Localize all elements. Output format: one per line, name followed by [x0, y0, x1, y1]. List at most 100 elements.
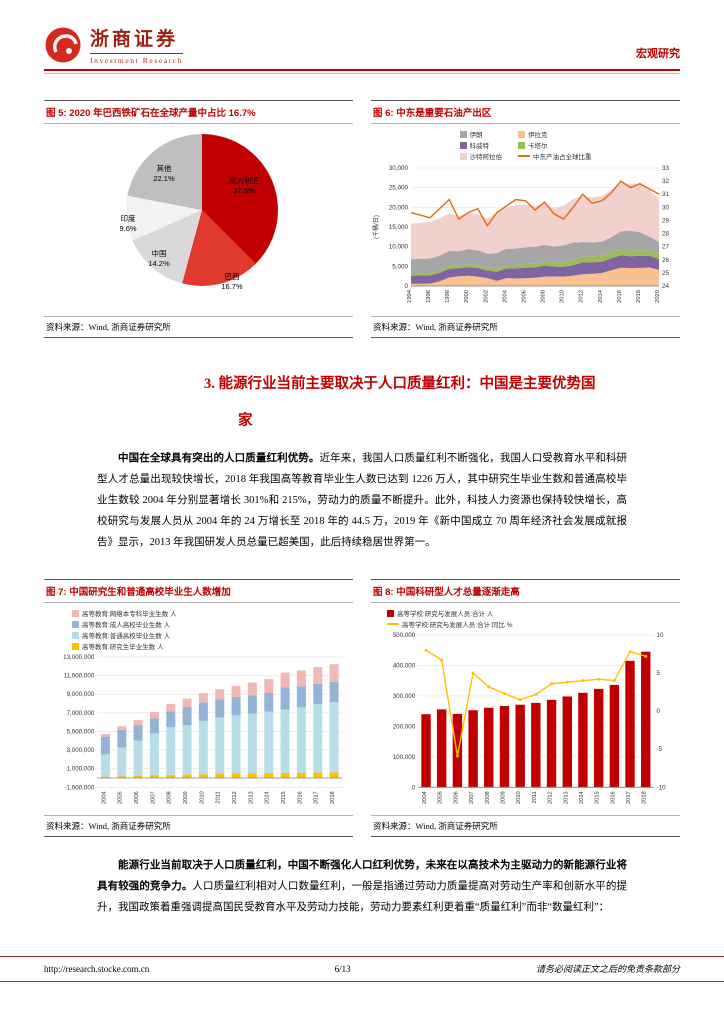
brand-subtitle: Investment Research: [90, 53, 184, 65]
svg-text:29: 29: [662, 217, 670, 224]
pie-slice-label: 澳大利亚 37.5%: [229, 176, 259, 195]
svg-text:2015: 2015: [595, 791, 601, 804]
svg-text:3,000,000: 3,000,000: [67, 747, 95, 754]
legend-item: 沙特阿拉伯: [459, 151, 502, 161]
svg-text:2013: 2013: [563, 791, 569, 804]
svg-text:2012: 2012: [579, 290, 585, 303]
legend-item: 卡塔尔: [518, 140, 592, 150]
svg-text:300,000: 300,000: [393, 693, 416, 700]
svg-text:2004: 2004: [101, 790, 107, 804]
section-heading: 3. 能源行业当前主要取决于人口质量红利：中国是主要优势国 家: [44, 372, 680, 430]
figure-8-source: 资料来源：Wind, 浙商证券研究所: [371, 815, 680, 837]
legend-swatch: [387, 609, 394, 617]
legend-swatch: [72, 631, 79, 639]
svg-text:200,000: 200,000: [393, 723, 416, 730]
closing-paragraph: 能源行业当前取决于人口质量红利，中国不断强化人口红利优势，未来在以高技术为主驱动…: [97, 855, 627, 918]
footer-url[interactable]: http://research.stocke.com.cn: [44, 963, 150, 974]
svg-text:1994: 1994: [407, 289, 413, 303]
figure-5-title: 图 5: 2020 年巴西铁矿石在全球产量中占比 16.7%: [44, 100, 353, 124]
svg-text:2005: 2005: [118, 791, 124, 804]
svg-text:5,000: 5,000: [392, 263, 408, 270]
legend-swatch: [518, 141, 525, 149]
chart-legend: 伊朗 科威特 沙特阿拉伯 伊拉克 卡塔尔 中东产油占全球比重: [371, 124, 680, 163]
svg-text:1996: 1996: [426, 290, 432, 303]
svg-text:2018: 2018: [636, 290, 642, 303]
figure-7: 图 7: 中国研究生和普通高校毕业生人数增加 高等教育:网络本专科毕业生数 人高…: [44, 579, 353, 837]
legend-item: 高等教育:普通高校毕业生数 人: [72, 630, 353, 640]
svg-text:30: 30: [662, 204, 670, 211]
svg-text:1,000,000: 1,000,000: [67, 766, 95, 773]
bar-line-chart-svg: 0 100,000 200,000 300,000 400,000 500,000 -10 -…: [393, 632, 667, 804]
closing-rest: 人口质量红利相对人口数量红利，一般是指通过劳动力质量提高对劳动生产率和创新水平的…: [97, 881, 628, 913]
legend-swatch: [387, 623, 399, 625]
legend-item: 伊拉克: [518, 129, 592, 139]
svg-text:2017: 2017: [314, 791, 320, 804]
svg-text:-10: -10: [657, 784, 667, 791]
svg-text:2009: 2009: [500, 791, 506, 804]
svg-text:31: 31: [662, 191, 670, 198]
pie-slice-label: 印度 9.6%: [119, 214, 137, 233]
bar-line-chart: 高等学校:研究与发展人员:合计 人高等学校:研究与发展人员:合计:同比 % 0 10…: [371, 603, 680, 815]
svg-text:2009: 2009: [183, 791, 189, 804]
svg-text:0: 0: [404, 283, 408, 290]
brand-logo: [45, 27, 81, 62]
svg-text:2007: 2007: [469, 791, 475, 804]
pie-slice-label: 其他 22.1%: [153, 164, 175, 183]
legend-swatch: [72, 609, 79, 617]
legend-item: 伊朗: [459, 129, 503, 139]
figure-5-source: 资料来源：Wind, 浙商证券研究所: [44, 316, 353, 338]
svg-text:2015: 2015: [281, 791, 287, 804]
svg-text:2020: 2020: [655, 290, 661, 303]
svg-text:2008: 2008: [485, 791, 491, 804]
svg-text:2006: 2006: [521, 290, 527, 303]
figure-6: 图 6: 中东是重要石油产出区 伊朗 科威特 沙特阿拉伯 伊拉克 卡塔尔 中东产油占全球比…: [371, 100, 680, 338]
svg-text:2012: 2012: [548, 791, 554, 804]
page-header: 浙商证券 Investment Research 宏观研究: [0, 0, 724, 65]
svg-text:7,000,000: 7,000,000: [67, 710, 95, 717]
svg-text:11,000,000: 11,000,000: [64, 673, 95, 680]
svg-text:2018: 2018: [642, 791, 648, 804]
svg-text:2010: 2010: [516, 791, 522, 804]
svg-text:400,000: 400,000: [393, 662, 416, 669]
svg-text:2002: 2002: [483, 290, 489, 303]
section-heading-line-2: 家: [238, 413, 253, 429]
legend-item: 中东产油占全球比重: [518, 151, 592, 161]
svg-text:5: 5: [657, 670, 661, 677]
svg-text:9,000,000: 9,000,000: [67, 691, 95, 698]
body-paragraph: 中国在全球具有突出的人口质量红利优势。近年来，我国人口质量红利不断强化，我国人口…: [97, 448, 627, 553]
figure-8: 图 8: 中国科研型人才总量逐渐走高 高等学校:研究与发展人员:合计 人高等学校…: [371, 579, 680, 837]
svg-text:25,000: 25,000: [389, 185, 409, 192]
svg-text:2010: 2010: [560, 290, 566, 303]
svg-text:2007: 2007: [150, 791, 156, 804]
svg-text:0: 0: [657, 708, 661, 715]
chart-legend: 高等教育:网络本专科毕业生数 人高等教育:成人高校毕业生数 人高等教育:普通高校…: [44, 603, 353, 653]
svg-text:2014: 2014: [598, 289, 604, 303]
figures-row-1: 图 5: 2020 年巴西铁矿石在全球产量中占比 16.7% 澳大利亚 37.5%…: [44, 100, 680, 338]
svg-text:2016: 2016: [297, 791, 303, 804]
area-chart: 伊朗 科威特 沙特阿拉伯 伊拉克 卡塔尔 中东产油占全球比重 0 5,000 10,000 15,…: [371, 124, 680, 316]
legend-item: 科威特: [459, 140, 503, 150]
svg-text:2012: 2012: [232, 791, 238, 804]
svg-text:0: 0: [412, 784, 416, 791]
svg-text:2013: 2013: [248, 791, 254, 804]
chart-legend: 高等学校:研究与发展人员:合计 人高等学校:研究与发展人员:合计:同比 %: [371, 603, 680, 631]
svg-text:24: 24: [662, 283, 670, 290]
brand: 浙商证券 Investment Research: [44, 24, 184, 65]
svg-text:32: 32: [662, 178, 670, 185]
legend-swatch: [459, 130, 467, 138]
svg-text:(千桶/日): (千桶/日): [372, 215, 380, 239]
legend-item: 高等教育:研究生毕业生数 人: [72, 641, 353, 651]
legend-item: 高等教育:成人高校毕业生数 人: [72, 619, 353, 629]
figure-7-source: 资料来源：Wind, 浙商证券研究所: [44, 815, 353, 837]
pie-chart: 澳大利亚 37.5% 巴西 16.7% 中国 14.2% 印度 9.6% 其他 22.1%: [44, 124, 353, 316]
svg-text:-1,000,000: -1,000,000: [65, 784, 95, 791]
svg-text:30,000: 30,000: [389, 165, 409, 172]
figure-6-title: 图 6: 中东是重要石油产出区: [371, 100, 680, 124]
section-heading-line-1: 3. 能源行业当前主要取决于人口质量红利：中国是主要优势国: [204, 376, 596, 392]
svg-text:2008: 2008: [541, 290, 547, 303]
svg-text:2004: 2004: [422, 790, 428, 804]
legend-item: 高等学校:研究与发展人员:合计:同比 %: [387, 619, 680, 629]
pie: [126, 134, 278, 286]
svg-text:2011: 2011: [532, 791, 538, 803]
svg-text:2006: 2006: [453, 791, 459, 804]
